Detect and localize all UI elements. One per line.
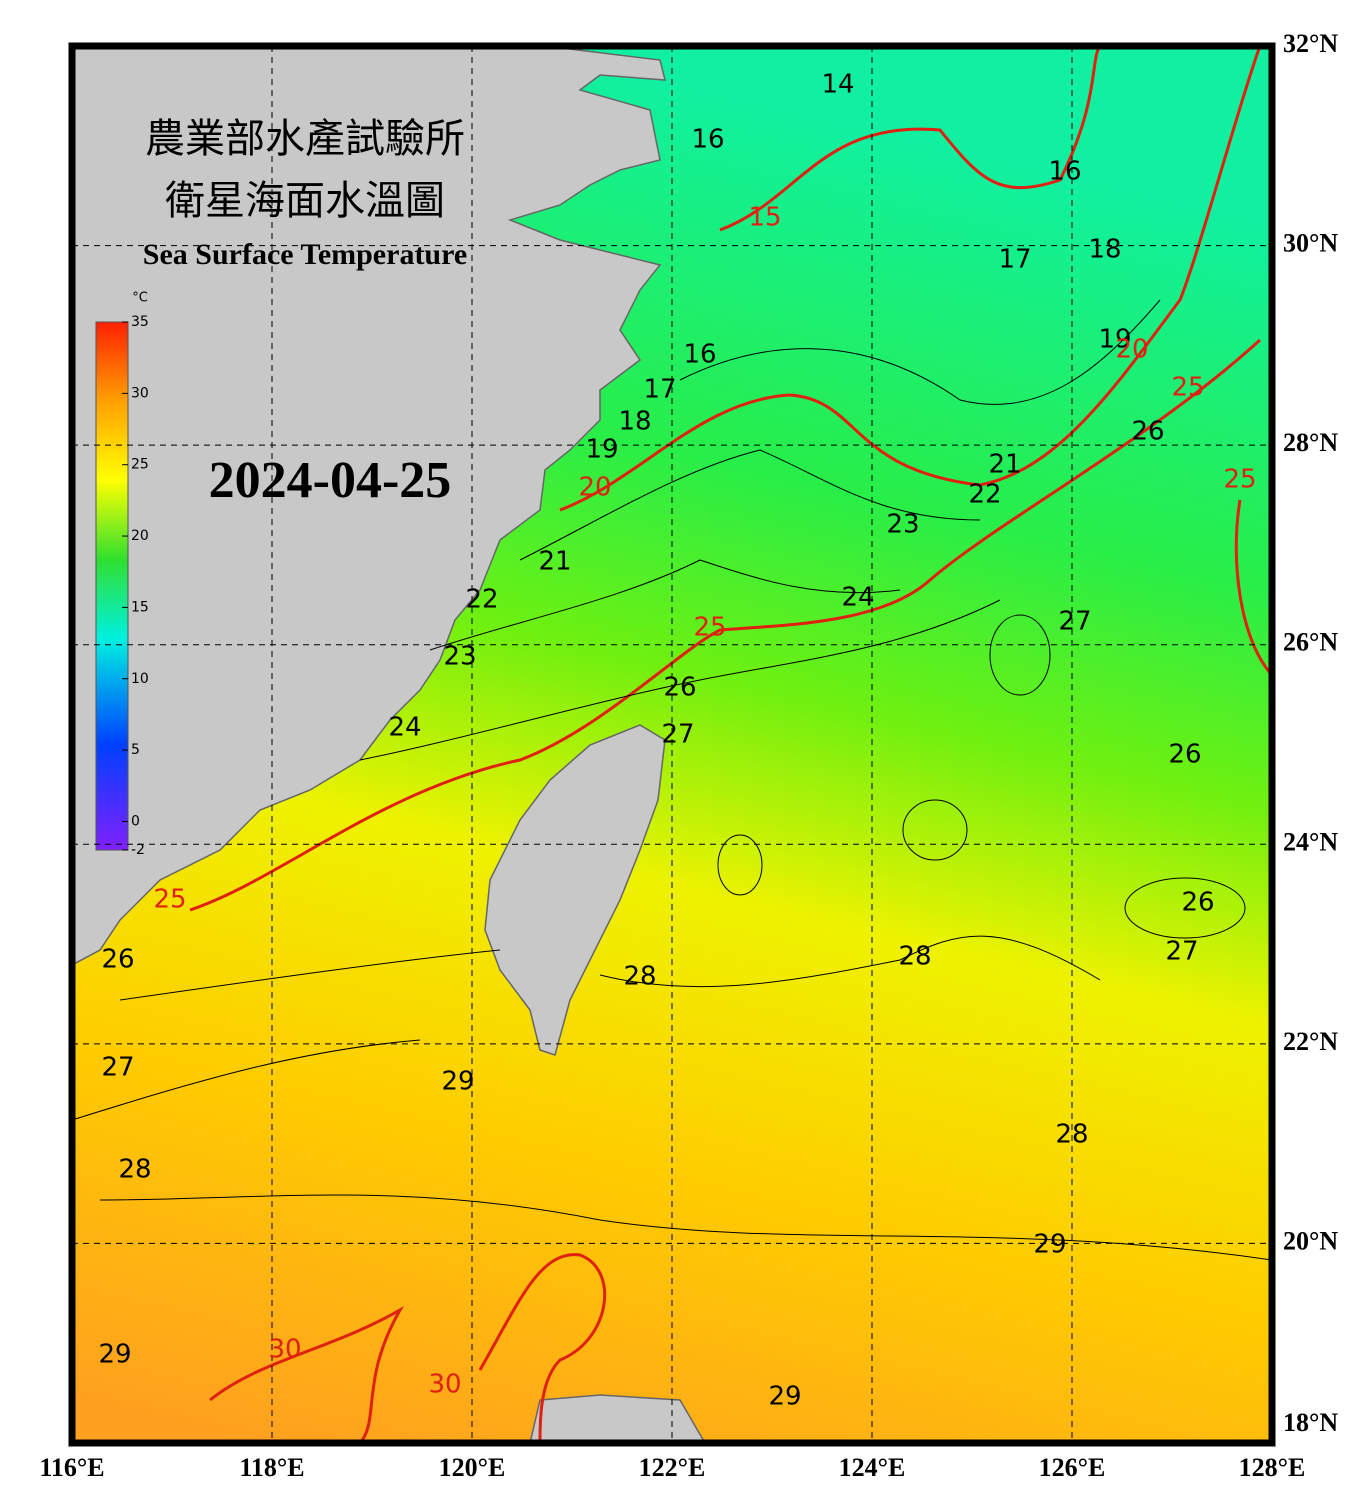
contour-label: 21 bbox=[988, 450, 1021, 480]
contour-label: 26 bbox=[663, 673, 696, 703]
contour-label: 22 bbox=[968, 480, 1001, 510]
contour-label: 28 bbox=[118, 1155, 151, 1185]
contour-label: 30 bbox=[428, 1370, 461, 1400]
colorbar-tick-label: 25 bbox=[131, 457, 149, 473]
contour-label: 27 bbox=[1058, 607, 1091, 637]
y-tick-label: 18°N bbox=[1283, 1408, 1338, 1437]
date: 2024-04-25 bbox=[209, 452, 452, 509]
title-zh-2: 衛星海面水溫圖 bbox=[165, 178, 445, 223]
y-tick-label: 20°N bbox=[1283, 1226, 1338, 1255]
contour-label: 16 bbox=[683, 340, 716, 370]
x-tick-label: 126°E bbox=[1039, 1453, 1106, 1482]
x-tick-label: 116°E bbox=[39, 1453, 104, 1482]
contour-label: 24 bbox=[841, 583, 874, 613]
colorbar bbox=[95, 321, 129, 851]
contour-label: 16 bbox=[691, 125, 724, 155]
y-tick-label: 32°N bbox=[1283, 29, 1338, 58]
land-china bbox=[72, 46, 666, 966]
colorbar-tick-label: 5 bbox=[131, 742, 140, 758]
contour-label: 20 bbox=[578, 473, 611, 503]
y-tick-label: 30°N bbox=[1283, 229, 1338, 258]
contour-label: 28 bbox=[898, 942, 931, 972]
colorbar-tick-label: 15 bbox=[131, 599, 149, 615]
colorbar-tick-label: 35 bbox=[131, 314, 149, 330]
contour-label: 28 bbox=[623, 962, 656, 992]
contour-label: 29 bbox=[768, 1382, 801, 1412]
x-tick-label: 122°E bbox=[639, 1453, 706, 1482]
colorbar-unit: °C bbox=[132, 291, 148, 306]
contour-label: 29 bbox=[98, 1340, 131, 1370]
contour-label: 26 bbox=[101, 945, 134, 975]
x-tick-label: 118°E bbox=[239, 1453, 304, 1482]
contour-label: 25 bbox=[693, 613, 726, 643]
contour-label: 18 bbox=[618, 407, 651, 437]
contour-label: 28 bbox=[1055, 1120, 1088, 1150]
contour-label: 30 bbox=[268, 1335, 301, 1365]
contour-label: 16 bbox=[1048, 157, 1081, 187]
contour-label: 21 bbox=[538, 547, 571, 577]
contour-label: 27 bbox=[661, 720, 694, 750]
y-tick-label: 28°N bbox=[1283, 428, 1338, 457]
contour-label: 24 bbox=[388, 713, 421, 743]
contour-label: 25 bbox=[153, 885, 186, 915]
y-tick-label: 24°N bbox=[1283, 827, 1338, 856]
contour-label: 22 bbox=[465, 585, 498, 615]
y-tick-label: 22°N bbox=[1283, 1027, 1338, 1056]
contour-label: 18 bbox=[1088, 235, 1121, 265]
contour-label: 29 bbox=[441, 1067, 474, 1097]
x-tick-label: 120°E bbox=[439, 1453, 506, 1482]
x-tick-label: 128°E bbox=[1239, 1453, 1306, 1482]
contour-label: 23 bbox=[443, 642, 476, 672]
title-zh-1: 農業部水產試驗所 bbox=[145, 116, 465, 161]
land-luzon bbox=[529, 1394, 706, 1443]
colorbar-tick-label: 0 bbox=[131, 813, 140, 829]
contour-label: 19 bbox=[1098, 325, 1131, 355]
x-tick-label: 124°E bbox=[839, 1453, 906, 1482]
contour-label: 23 bbox=[886, 510, 919, 540]
title-en: Sea Surface Temperature bbox=[143, 238, 467, 271]
colorbar-tick-label: 20 bbox=[131, 528, 149, 544]
contour-label: 26 bbox=[1131, 417, 1164, 447]
colorbar-tick-label: 10 bbox=[131, 671, 149, 687]
contour-label: 27 bbox=[1165, 937, 1198, 967]
contour-label: 19 bbox=[585, 435, 618, 465]
land-taiwan bbox=[484, 724, 666, 1056]
contour-label: 25 bbox=[1223, 465, 1256, 495]
colorbar-tick-label: -2 bbox=[131, 842, 145, 858]
y-tick-label: 26°N bbox=[1283, 628, 1338, 657]
contour-label: 17 bbox=[643, 375, 676, 405]
contour-label: 26 bbox=[1181, 888, 1214, 918]
contour-label: 27 bbox=[101, 1053, 134, 1083]
contour-label: 17 bbox=[998, 245, 1031, 275]
contour-label: 15 bbox=[748, 203, 781, 233]
colorbar-tick-label: 30 bbox=[131, 385, 149, 401]
contour-label: 25 bbox=[1171, 373, 1204, 403]
contour-label: 26 bbox=[1168, 740, 1201, 770]
contour-label: 20 bbox=[1115, 335, 1148, 365]
isotherms-minor bbox=[72, 299, 1272, 1261]
contour-label: 29 bbox=[1033, 1230, 1066, 1260]
isotherms-major bbox=[189, 46, 1272, 1443]
contour-label: 14 bbox=[821, 70, 854, 100]
